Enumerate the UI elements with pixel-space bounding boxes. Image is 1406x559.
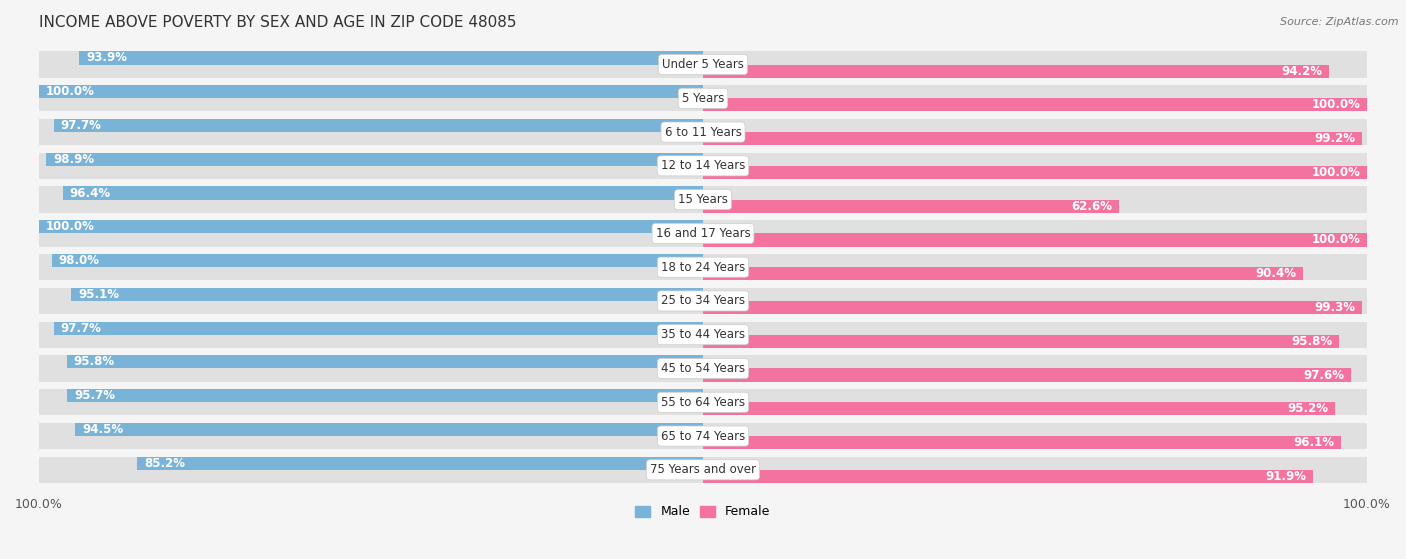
Text: 25 to 34 Years: 25 to 34 Years [661,295,745,307]
Text: 95.8%: 95.8% [1291,335,1333,348]
Text: 97.7%: 97.7% [60,321,101,335]
Bar [39,436,1367,449]
Bar [80,51,703,64]
Text: INCOME ABOVE POVERTY BY SEX AND AGE IN ZIP CODE 48085: INCOME ABOVE POVERTY BY SEX AND AGE IN Z… [39,15,516,30]
Text: 100.0%: 100.0% [45,220,94,233]
Bar [39,389,1367,402]
Text: 98.9%: 98.9% [53,153,94,166]
Text: 6 to 11 Years: 6 to 11 Years [665,126,741,139]
Bar [703,200,1119,213]
Bar [39,254,1367,267]
Bar [39,187,1367,200]
Bar [703,132,1362,145]
Text: 75 Years and over: 75 Years and over [650,463,756,476]
Bar [703,234,1367,247]
Text: 15 Years: 15 Years [678,193,728,206]
Bar [39,200,1367,213]
Bar [39,85,1367,98]
Bar [39,267,1367,280]
Text: 12 to 14 Years: 12 to 14 Years [661,159,745,172]
Bar [39,288,1367,301]
Bar [39,457,1367,470]
Text: 95.2%: 95.2% [1288,402,1329,415]
Bar [39,335,1367,348]
Bar [39,220,1367,234]
Legend: Male, Female: Male, Female [630,500,776,523]
Bar [63,187,703,200]
Text: 35 to 44 Years: 35 to 44 Years [661,328,745,341]
Text: 99.2%: 99.2% [1315,132,1355,145]
Bar [703,98,1367,111]
Text: 96.1%: 96.1% [1294,436,1334,449]
Bar [39,153,1367,166]
Bar [67,356,703,368]
Text: 55 to 64 Years: 55 to 64 Years [661,396,745,409]
Bar [39,220,703,234]
Bar [39,470,1367,483]
Text: 100.0%: 100.0% [1312,98,1361,111]
Bar [703,402,1336,415]
Bar [703,267,1303,280]
Bar [703,301,1362,314]
Bar [39,356,1367,368]
Bar [72,288,703,301]
Text: 100.0%: 100.0% [1312,234,1361,247]
Text: 94.2%: 94.2% [1281,65,1322,78]
Bar [39,98,1367,111]
Bar [703,335,1339,348]
Bar [703,436,1341,449]
Text: 95.7%: 95.7% [75,389,115,402]
Text: 62.6%: 62.6% [1071,200,1112,212]
Text: 97.6%: 97.6% [1303,368,1344,382]
Text: 100.0%: 100.0% [45,85,94,98]
Bar [39,368,1367,382]
Text: Source: ZipAtlas.com: Source: ZipAtlas.com [1281,17,1399,27]
Text: 93.9%: 93.9% [86,51,127,64]
Bar [703,166,1367,179]
Bar [39,234,1367,247]
Text: 5 Years: 5 Years [682,92,724,105]
Bar [55,321,703,335]
Text: 98.0%: 98.0% [59,254,100,267]
Bar [39,132,1367,145]
Bar [138,457,703,470]
Bar [703,470,1313,483]
Text: 95.8%: 95.8% [73,356,115,368]
Text: 85.2%: 85.2% [143,457,184,470]
Text: 16 and 17 Years: 16 and 17 Years [655,227,751,240]
Bar [46,153,703,166]
Text: 95.1%: 95.1% [79,288,120,301]
Bar [39,321,1367,335]
Bar [52,254,703,267]
Text: 100.0%: 100.0% [1312,166,1361,179]
Text: 96.4%: 96.4% [69,187,111,200]
Bar [39,119,1367,132]
Text: 91.9%: 91.9% [1265,470,1306,483]
Text: 65 to 74 Years: 65 to 74 Years [661,429,745,443]
Bar [76,423,703,436]
Bar [39,51,1367,64]
Text: 94.5%: 94.5% [82,423,124,436]
Text: 18 to 24 Years: 18 to 24 Years [661,260,745,274]
Text: 97.7%: 97.7% [60,119,101,132]
Text: 45 to 54 Years: 45 to 54 Years [661,362,745,375]
Bar [703,64,1329,78]
Text: Under 5 Years: Under 5 Years [662,58,744,71]
Text: 99.3%: 99.3% [1315,301,1355,314]
Bar [55,119,703,132]
Bar [39,64,1367,78]
Bar [39,402,1367,415]
Bar [39,423,1367,436]
Bar [39,301,1367,314]
Bar [703,368,1351,382]
Text: 90.4%: 90.4% [1256,267,1296,280]
Bar [39,166,1367,179]
Bar [67,389,703,402]
Bar [39,85,703,98]
